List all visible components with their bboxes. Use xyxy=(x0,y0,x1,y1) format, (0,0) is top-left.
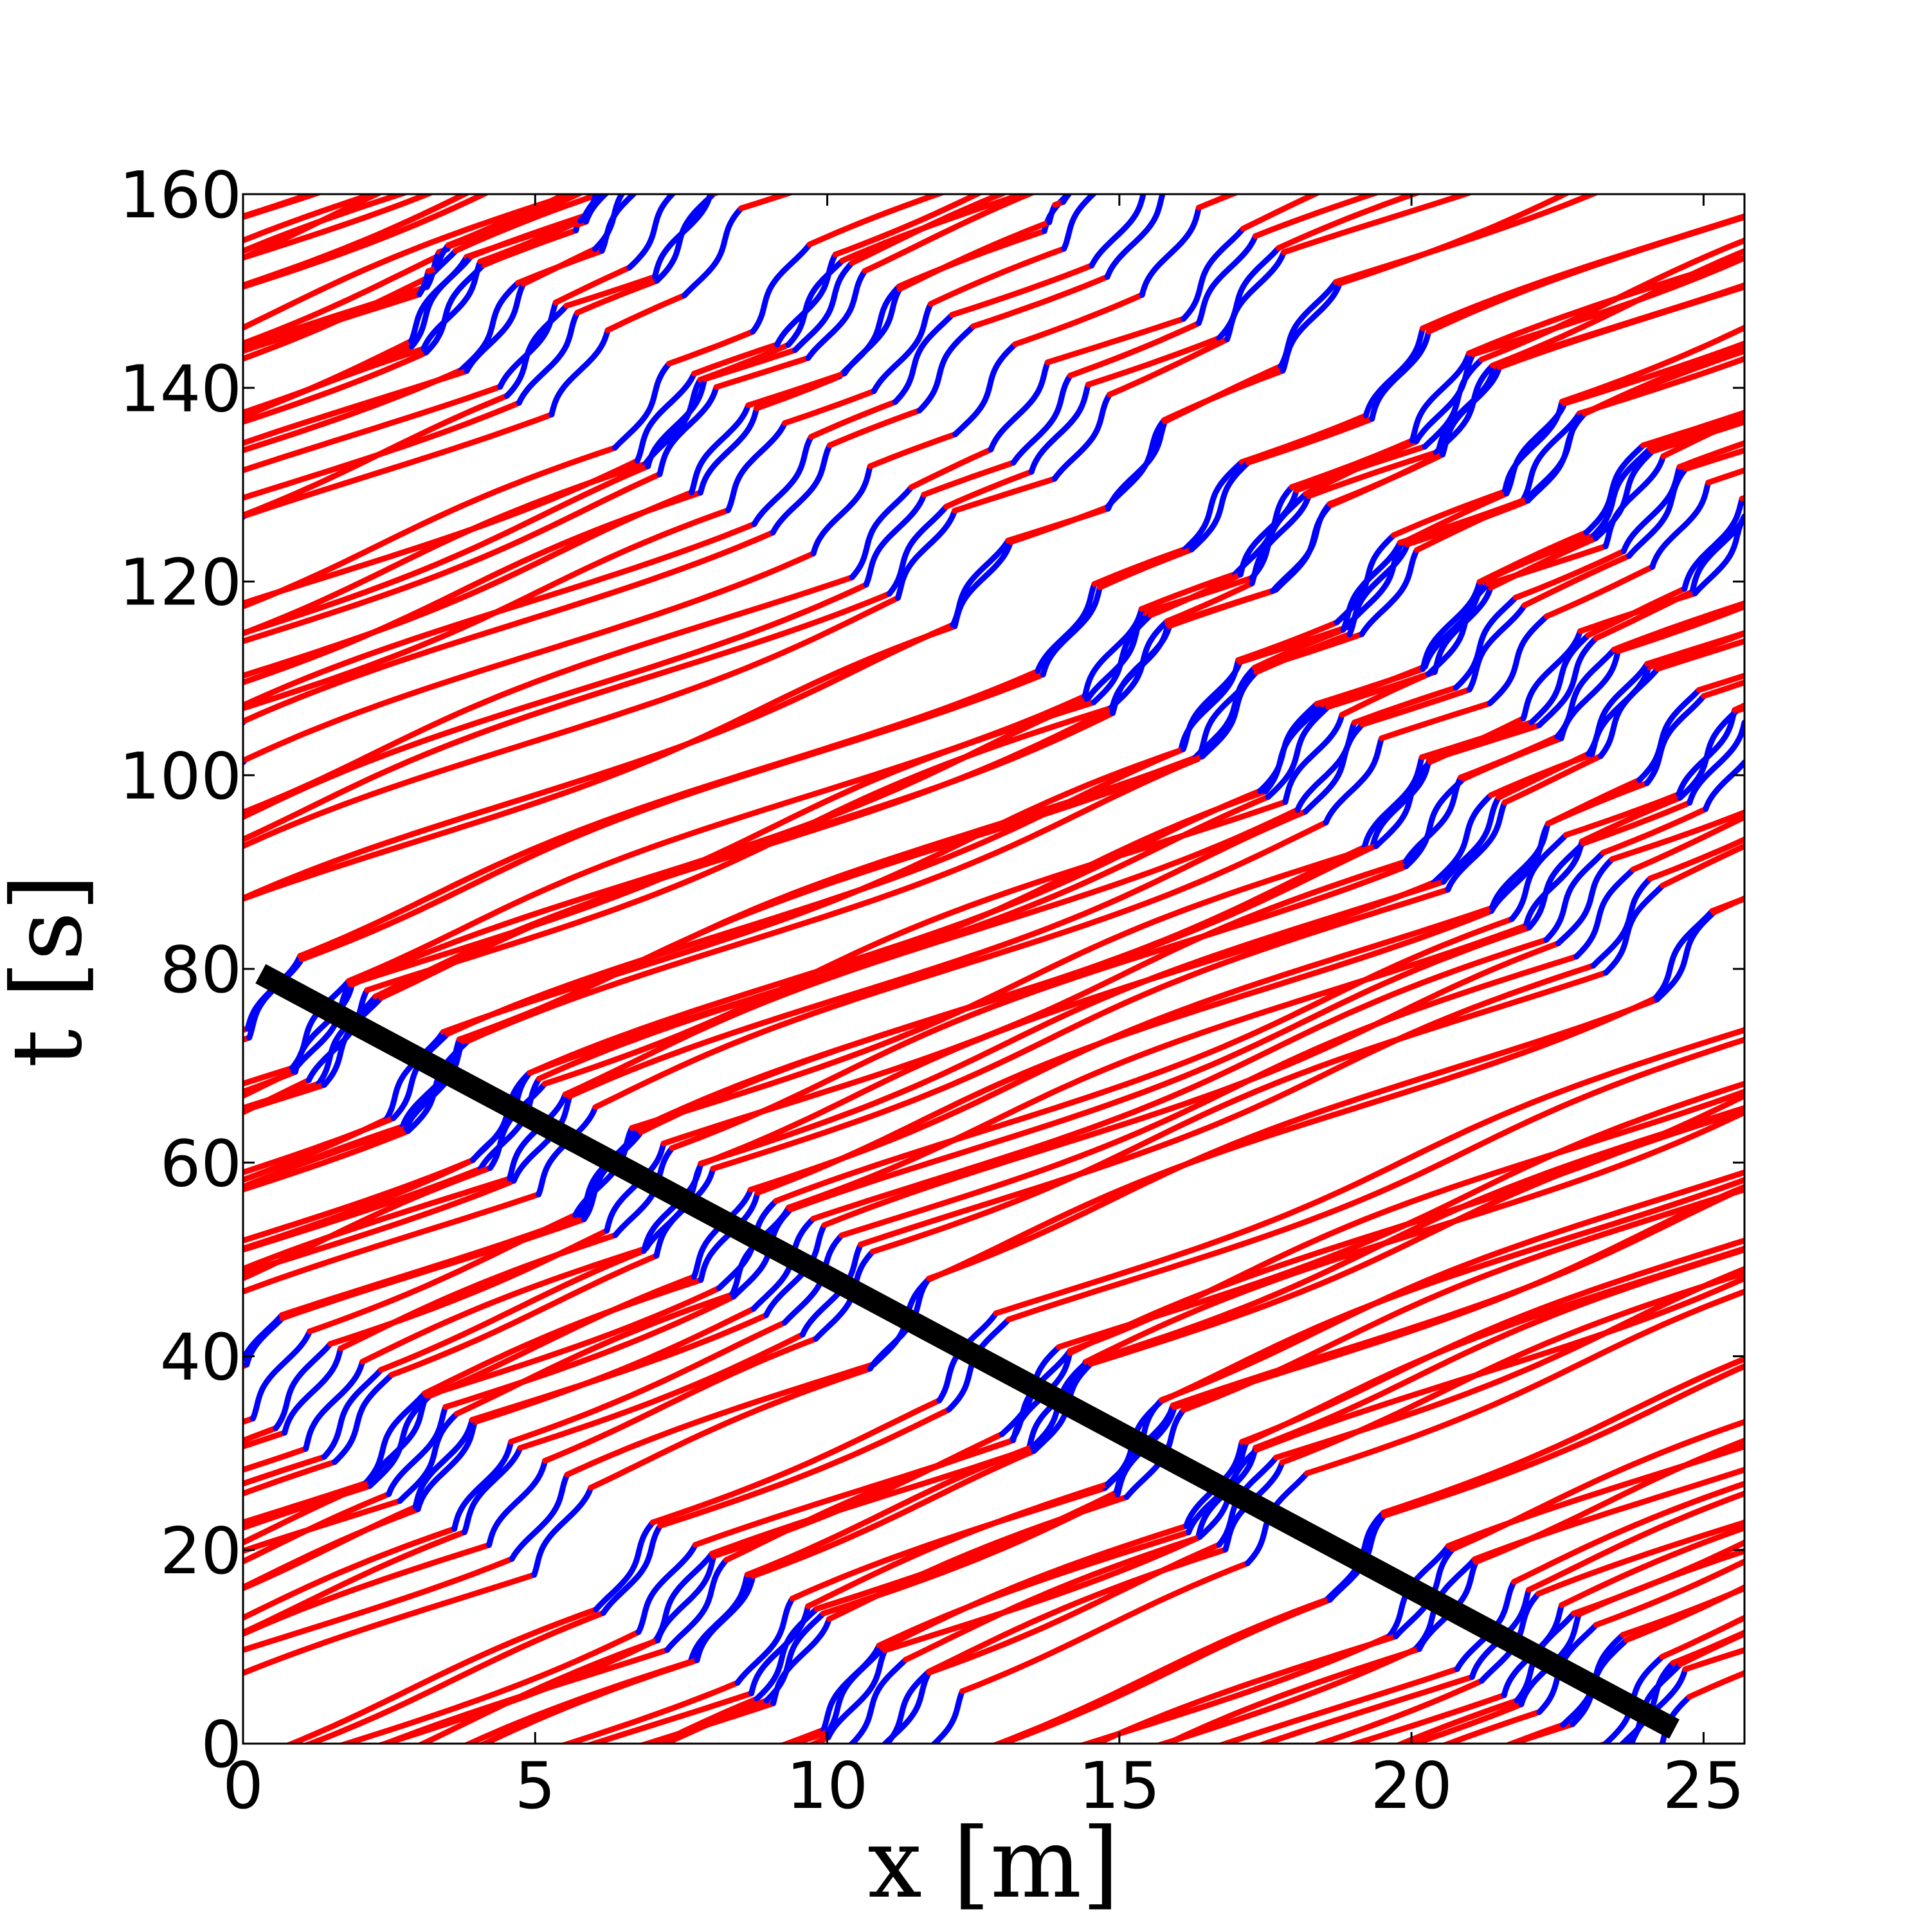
y-tick-label: 120 xyxy=(119,545,242,620)
y-tick-label: 100 xyxy=(119,739,242,814)
y-tick-label: 80 xyxy=(160,932,242,1007)
x-tick-label: 5 xyxy=(514,1748,556,1823)
y-axis-label: t [s] xyxy=(0,874,104,1068)
y-tick-label: 160 xyxy=(119,158,242,233)
y-tick-label: 20 xyxy=(160,1513,242,1589)
x-axis-label: x [m] xyxy=(867,1808,1119,1920)
y-tick-label: 60 xyxy=(160,1126,242,1201)
x-tick-label: 20 xyxy=(1370,1748,1452,1823)
y-tick-label: 0 xyxy=(201,1707,242,1782)
y-tick-label: 40 xyxy=(160,1320,242,1395)
y-tick-label: 140 xyxy=(119,351,242,426)
x-tick-label: 25 xyxy=(1663,1748,1744,1823)
x-tick-label: 10 xyxy=(786,1748,868,1823)
